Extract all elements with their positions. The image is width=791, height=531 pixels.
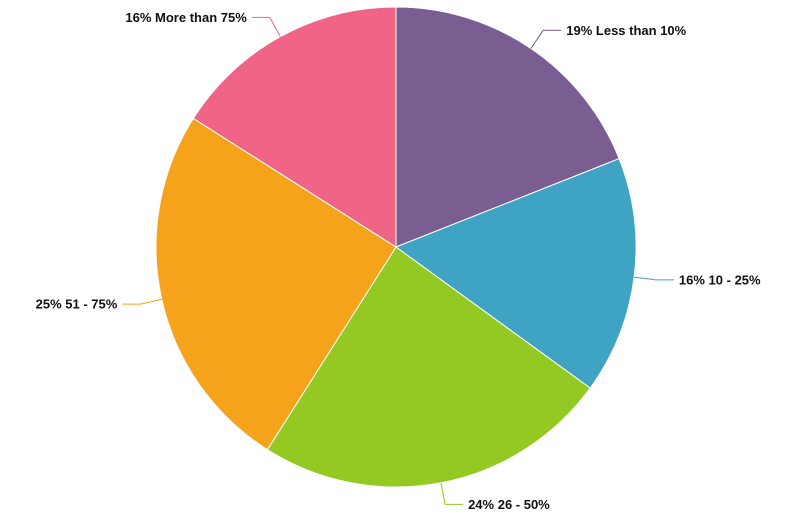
slice-label-less-than-10: 19% Less than 10% [566, 23, 686, 38]
pie-slice-10-25 [394, 158, 637, 389]
slice-label-10-25: 16% 10 - 25% [679, 272, 761, 287]
leader-line-10-25 [634, 276, 674, 281]
slices-layer [155, 6, 637, 488]
leader-line-51-75 [122, 298, 162, 305]
labels-layer: 19% Less than 10% 16% 10 - 25% 24% 26 - 50… [36, 10, 761, 512]
pie-slice-more-than-75 [192, 6, 397, 248]
slice-label-51-75: 25% 51 - 75% [36, 297, 118, 312]
leader-lines-layer [122, 16, 674, 505]
slice-label-more-than-75: 16% More than 75% [125, 10, 247, 25]
leader-line-less-than-10 [530, 29, 562, 49]
leader-line-26-50 [440, 482, 464, 505]
leader-line-more-than-75 [251, 16, 281, 37]
pie-slice-26-50 [266, 246, 591, 488]
slice-label-26-50: 24% 26 - 50% [468, 497, 550, 512]
pie-slice-less-than-10 [395, 6, 620, 248]
